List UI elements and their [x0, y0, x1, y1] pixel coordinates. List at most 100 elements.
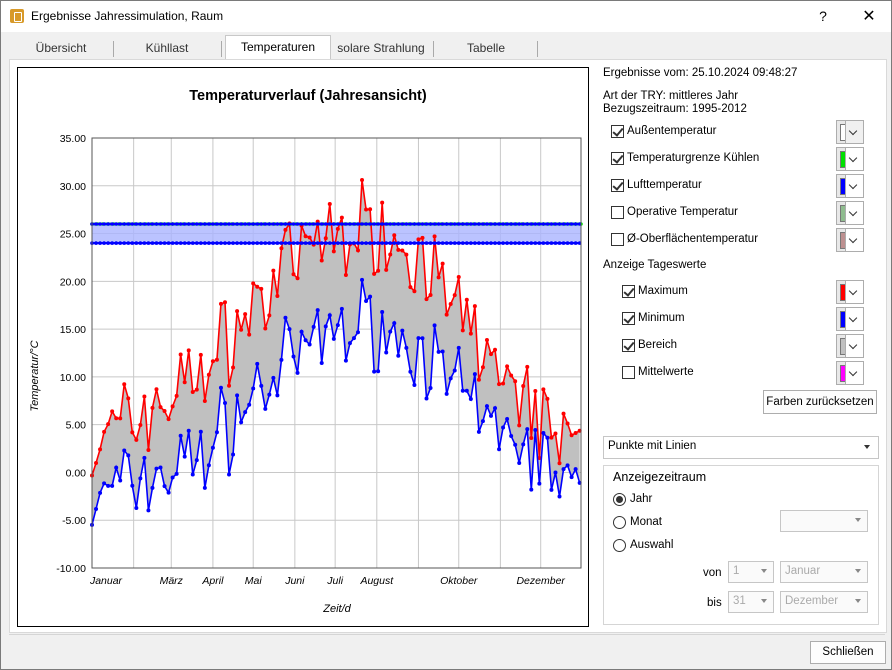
air-temp-point	[211, 222, 215, 226]
outdoor-min-point	[255, 361, 260, 366]
air-temp-point	[561, 222, 566, 226]
outdoor-min-point	[178, 433, 183, 438]
series-checkbox-0[interactable]	[611, 125, 624, 138]
close-button[interactable]: Schließen	[810, 641, 886, 664]
outdoor-max-point	[372, 271, 377, 276]
air-temp-point	[303, 222, 308, 226]
tab-tabelle[interactable]: Tabelle	[466, 41, 506, 55]
display-style-select[interactable]: Punkte mit Linien	[603, 436, 879, 459]
air-temp-point	[380, 241, 384, 245]
outdoor-min-point	[94, 507, 99, 512]
tab-temperaturen[interactable]: Temperaturen	[225, 35, 331, 60]
chevron-down-icon[interactable]	[845, 361, 864, 385]
chevron-down-icon[interactable]	[845, 120, 864, 144]
outdoor-max-point	[436, 275, 441, 280]
daily-checkbox-3[interactable]	[622, 366, 635, 379]
outdoor-min-point	[448, 376, 453, 381]
outdoor-max-point	[142, 394, 147, 399]
outdoor-max-point	[303, 234, 308, 239]
series-color-picker-2[interactable]	[836, 174, 864, 198]
outdoor-min-point	[162, 484, 167, 489]
series-color-picker-3[interactable]	[836, 201, 864, 225]
radio-selection[interactable]	[613, 539, 626, 552]
chevron-down-icon[interactable]	[845, 280, 864, 304]
series-color-picker-1[interactable]	[836, 147, 864, 171]
tab-uebersicht[interactable]: Übersicht	[35, 41, 87, 55]
chevron-down-icon	[855, 518, 861, 522]
x-tick-label: Mai	[245, 575, 263, 587]
daily-checkbox-1[interactable]	[622, 312, 635, 325]
series-checkbox-1[interactable]	[611, 152, 624, 165]
reset-colors-button[interactable]: Farben zurücksetzen	[763, 390, 877, 414]
air-temp-point	[408, 241, 413, 245]
chevron-down-icon[interactable]	[845, 334, 864, 358]
outdoor-min-point	[222, 400, 227, 405]
air-temp-point	[396, 222, 401, 226]
to-day-select[interactable]: 31	[728, 591, 774, 613]
air-temp-point	[525, 241, 530, 245]
outdoor-min-point	[303, 338, 308, 343]
month-select[interactable]	[780, 510, 868, 532]
chevron-down-icon[interactable]	[845, 174, 864, 198]
series-color-picker-0[interactable]	[836, 120, 864, 144]
from-day-select[interactable]: 1	[728, 561, 774, 583]
air-temp-point	[356, 222, 360, 226]
series-checkbox-4[interactable]	[611, 233, 624, 246]
air-temp-point	[186, 222, 191, 226]
outdoor-max-point	[263, 326, 268, 331]
chevron-down-icon[interactable]	[845, 201, 864, 225]
daily-checkbox-2[interactable]	[622, 339, 635, 352]
chart-title: Temperaturverlauf (Jahresansicht)	[189, 88, 427, 104]
air-temp-point	[372, 222, 376, 226]
chevron-down-icon	[761, 569, 767, 573]
outdoor-range-area	[92, 179, 580, 525]
series-label-1: Temperaturgrenze Kühlen	[627, 152, 760, 164]
air-temp-point	[255, 222, 260, 226]
outdoor-min-point	[384, 350, 389, 355]
daily-color-picker-3[interactable]	[836, 361, 864, 385]
air-temp-point	[211, 241, 215, 245]
air-temp-point	[207, 241, 211, 245]
chevron-down-icon[interactable]	[845, 228, 864, 252]
radio-year[interactable]	[613, 493, 626, 506]
outdoor-min-point	[501, 425, 506, 430]
outdoor-min-point	[335, 323, 340, 328]
outdoor-max-point	[456, 274, 461, 279]
daily-color-picker-0[interactable]	[836, 280, 864, 304]
radio-year-label: Jahr	[630, 493, 653, 505]
chevron-down-icon[interactable]	[845, 147, 864, 171]
outdoor-max-point	[460, 328, 465, 333]
outdoor-max-point	[472, 304, 477, 309]
outdoor-max-point	[251, 281, 256, 286]
outdoor-min-point	[263, 406, 268, 411]
air-temp-point	[194, 222, 199, 226]
series-color-picker-4[interactable]	[836, 228, 864, 252]
series-checkbox-3[interactable]	[611, 206, 624, 219]
air-temp-point	[251, 241, 256, 245]
outdoor-min-point	[380, 310, 385, 315]
radio-month[interactable]	[613, 516, 626, 529]
to-month-select[interactable]: Dezember	[780, 591, 868, 613]
from-month-select[interactable]: Januar	[780, 561, 868, 583]
x-tick-label: Oktober	[440, 575, 478, 587]
daily-label-3: Mittelwerte	[638, 366, 694, 378]
series-checkbox-2[interactable]	[611, 179, 624, 192]
tab-solare-strahlung[interactable]: solare Strahlung	[337, 41, 425, 55]
outdoor-min-point	[553, 470, 558, 475]
daily-color-picker-1[interactable]	[836, 307, 864, 331]
tab-kuehllast[interactable]: Kühllast	[145, 41, 189, 55]
try-type: Art der TRY: mittleres Jahr	[603, 90, 739, 102]
close-window-button[interactable]: ✕	[862, 8, 876, 25]
daily-checkbox-0[interactable]	[622, 285, 635, 298]
y-tick-label: 15.00	[60, 324, 86, 336]
air-temp-point	[400, 241, 405, 245]
air-temp-point	[118, 222, 123, 226]
daily-color-picker-2[interactable]	[836, 334, 864, 358]
outdoor-max-point	[307, 235, 312, 240]
air-temp-point	[227, 222, 231, 226]
air-temp-point	[231, 222, 235, 226]
chevron-down-icon[interactable]	[845, 307, 864, 331]
help-button[interactable]: ?	[819, 8, 827, 24]
outdoor-max-point	[529, 435, 534, 440]
outdoor-max-point	[497, 382, 502, 387]
